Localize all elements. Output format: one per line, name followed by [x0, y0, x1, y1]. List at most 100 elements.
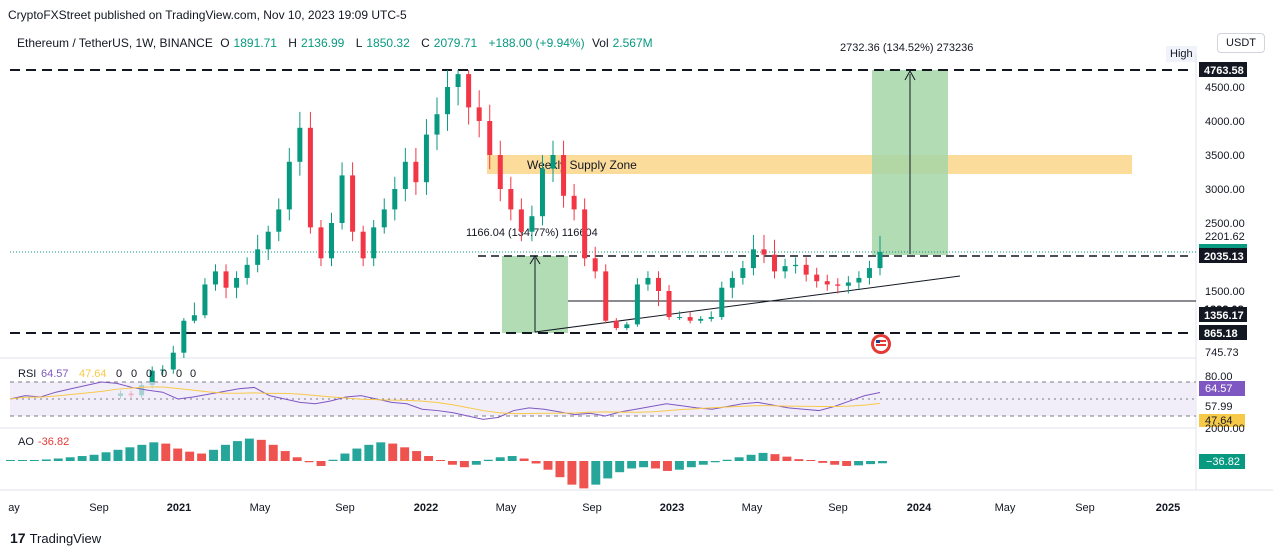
ao-bar [292, 457, 302, 461]
rsi-ma-value: 47.64 [79, 368, 107, 380]
time-axis-label: 2022 [414, 502, 438, 514]
candle-body [307, 127, 313, 228]
ao-bar [758, 452, 768, 461]
high-tag: High [1166, 46, 1197, 62]
ao-value: -36.82 [38, 436, 69, 448]
ao-bar [447, 461, 457, 465]
candle-body [149, 370, 155, 386]
rsi-ma-tag: 47.64 [1205, 415, 1233, 427]
time-axis[interactable]: ay Sep 2021 May Sep 2022 May Sep 2023 May Sep 2024 M… [8, 502, 1180, 514]
supply-zone-rect[interactable] [487, 155, 1132, 174]
candle-body [170, 352, 176, 370]
price-change: +188.00 (+9.94%) [488, 36, 585, 50]
rsi-line [9, 381, 881, 420]
candle-body [803, 264, 809, 275]
candle-body [202, 284, 208, 316]
price-tag-box [1199, 62, 1247, 77]
candle-body [613, 320, 619, 329]
candle-body [814, 274, 820, 282]
ao-tag-box [1199, 454, 1245, 469]
candle-body [181, 320, 187, 353]
time-axis-label: 2025 [1156, 502, 1180, 514]
ao-bar [842, 461, 852, 466]
price-tag-box [1199, 325, 1247, 340]
ao-bar [232, 441, 242, 461]
candle-body [371, 227, 377, 259]
ao-bar [495, 457, 505, 461]
ao-bar [698, 461, 708, 465]
ao-bar [878, 461, 887, 464]
ao-bar [41, 459, 51, 461]
candle-body [634, 284, 640, 325]
rsi-tag: 64.57 [1205, 383, 1233, 395]
us-flag-event-icon[interactable] [871, 334, 891, 354]
rsi-extra-5: 0 [176, 368, 182, 380]
symbol-name[interactable]: Ethereum / TetherUS, 1W, BINANCE [17, 36, 213, 50]
price-tag-box [1199, 248, 1247, 263]
candle-body [645, 277, 651, 285]
ao-bar [662, 461, 672, 471]
candle-body [223, 271, 229, 288]
candle-body [550, 155, 556, 169]
candle-body [677, 317, 683, 319]
ao-bar [854, 461, 864, 466]
ao-bar [674, 461, 684, 470]
time-axis-label: May [496, 502, 517, 514]
candle-body [698, 318, 704, 321]
ao-bar [209, 449, 219, 461]
ao-label: AO [18, 436, 34, 448]
candle-body [476, 107, 482, 121]
candle-body [866, 268, 872, 278]
tradingview-footer[interactable]: 17 TradingView [10, 530, 101, 546]
tradingview-logo-icon: 17 [10, 530, 26, 546]
candle-body [719, 287, 725, 318]
candle-body [329, 223, 335, 259]
candle-body [539, 168, 545, 217]
rsi-extra-6: 0 [190, 368, 196, 380]
rsi-ma-tag-box [1199, 414, 1245, 427]
candle-body [793, 264, 799, 267]
candle-body [360, 231, 366, 259]
ascending-trendline[interactable] [534, 275, 961, 333]
price-axis-label: 1500.00 [1205, 286, 1245, 298]
price-axis[interactable]: 4500.00 4000.00 3500.00 3000.00 2500.002201.… [1205, 82, 1245, 359]
publisher-line: CryptoFXStreet published on TradingView.… [8, 8, 407, 22]
ao-bar [615, 461, 625, 473]
candle-body [571, 195, 577, 210]
time-axis-label: May [250, 502, 271, 514]
price-axis-label: 4500.00 [1205, 82, 1245, 94]
candle-body [434, 114, 440, 135]
candle-body [212, 271, 218, 285]
ao-bar [89, 454, 99, 461]
candle-body [603, 271, 609, 321]
candle-body [835, 284, 841, 286]
ao-bar [770, 454, 780, 461]
ao-bar [328, 459, 338, 461]
ao-bar [531, 461, 541, 464]
rsi-value: 64.57 [41, 368, 69, 380]
candle-body [772, 254, 778, 272]
ao-bar [113, 449, 123, 461]
ao-bar [782, 456, 792, 461]
ao-bar [519, 458, 529, 461]
volume: Vol 2.567M [591, 36, 653, 50]
ao-bar [591, 461, 601, 485]
candle-body [487, 121, 493, 155]
price-tag-box [1199, 307, 1247, 322]
candle-body [392, 189, 398, 210]
ao-bar [639, 461, 649, 468]
ao-bar [280, 451, 290, 461]
currency-selector[interactable]: USDT [1217, 33, 1265, 53]
ao-bar [722, 459, 732, 461]
candle-body [402, 161, 408, 189]
candle-body [782, 266, 788, 272]
ohlc-high: H 2136.99 [288, 36, 345, 50]
time-axis-label: Sep [828, 502, 848, 514]
candle-body [708, 317, 714, 319]
candlestick-series [118, 70, 883, 399]
candle-body [234, 277, 240, 288]
rsi-tag-box [1199, 381, 1245, 396]
candle-body [592, 258, 598, 272]
ao-bar [221, 444, 230, 461]
